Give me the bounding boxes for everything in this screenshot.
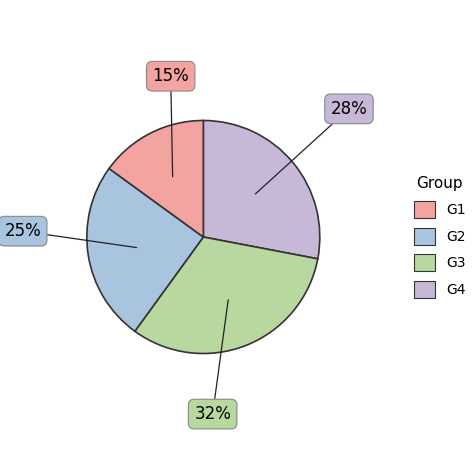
Wedge shape <box>203 120 320 259</box>
Legend: G1, G2, G3, G4: G1, G2, G3, G4 <box>408 171 471 303</box>
Wedge shape <box>135 237 318 354</box>
Wedge shape <box>87 169 203 331</box>
Text: 25%: 25% <box>4 222 137 247</box>
Wedge shape <box>109 120 203 237</box>
Text: 32%: 32% <box>194 300 231 423</box>
Text: 28%: 28% <box>255 100 367 194</box>
Text: 15%: 15% <box>152 67 189 177</box>
